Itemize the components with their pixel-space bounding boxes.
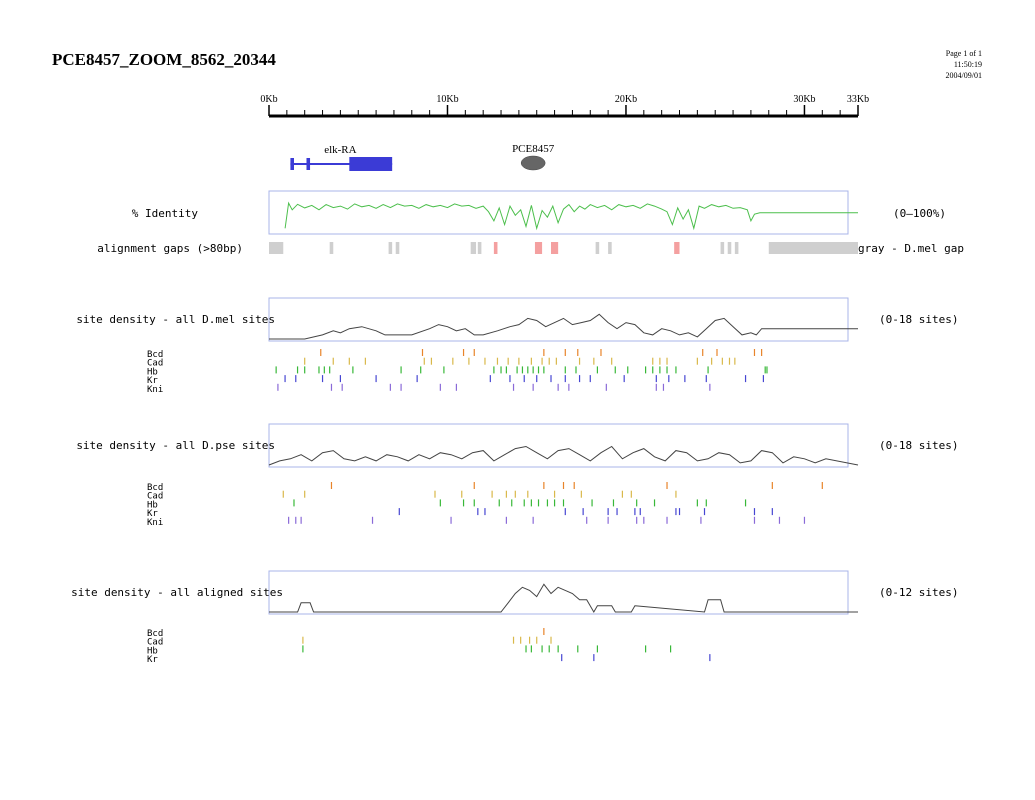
site-row-label: Cad: [147, 492, 163, 502]
track-panel-frame: [268, 297, 849, 342]
gap-segment: [608, 242, 612, 254]
gap-segment: [395, 242, 400, 254]
density-range-label: (0-12 sites): [879, 586, 958, 599]
site-density-tracks: site density - all D.mel sites (0-18 site…: [71, 297, 958, 665]
density-line: [269, 313, 858, 340]
density-track-label: site density - all D.pse sites: [76, 439, 275, 452]
site-row-label: Kr: [147, 376, 158, 386]
density-range-label: (0-18 sites): [879, 313, 958, 326]
ruler-label: 30Kb: [793, 94, 815, 105]
identity-line: [284, 201, 858, 231]
site-row-label: Cad: [147, 638, 163, 648]
gap-segment: [734, 242, 739, 254]
gap-segment: [493, 242, 498, 254]
site-row-label: Kr: [147, 655, 158, 665]
gap-legend: gray - D.mel gap: [858, 242, 964, 255]
gap-segment: [551, 242, 559, 254]
density-track-label: site density - all D.mel sites: [76, 313, 275, 326]
gap-segment: [329, 242, 334, 254]
density-track: site density - all aligned sites (0-12 si…: [71, 570, 958, 665]
gene-exon: [306, 158, 311, 170]
gap-segment: [534, 242, 543, 254]
density-line: [268, 445, 859, 466]
alignment-gap-track: alignment gaps (>80bp) gray - D.mel gap: [97, 242, 964, 255]
gap-segment: [269, 242, 284, 254]
gene-exon: [290, 158, 294, 170]
identity-track-label: % Identity: [132, 207, 199, 220]
ruler-label: 10Kb: [436, 94, 458, 105]
element-marker: [520, 155, 546, 171]
gap-segment: [768, 242, 858, 254]
site-row-label: Kr: [147, 509, 158, 519]
gap-segment: [674, 242, 680, 254]
density-track: site density - all D.mel sites (0-18 site…: [76, 297, 958, 395]
gap-segment: [388, 242, 393, 254]
density-track-label: site density - all aligned sites: [71, 586, 283, 599]
ruler-label: 0Kb: [260, 94, 277, 105]
site-row-label: Bcd: [147, 629, 163, 639]
kb-ruler: 0Kb 10Kb 20Kb 30Kb 33Kb: [260, 94, 869, 118]
gene-exon: [349, 157, 393, 171]
print-date: 2004/09/01: [946, 71, 982, 80]
track-panel-frame: [268, 423, 849, 468]
site-row-label: Hb: [147, 367, 158, 377]
feature-track: elk-RA PCE8457: [290, 143, 555, 171]
site-row-label: Cad: [147, 359, 163, 369]
element-label: PCE8457: [512, 143, 555, 155]
gap-segment: [727, 242, 732, 254]
density-track: site density - all D.pse sites (0-18 site…: [76, 423, 958, 528]
identity-range-label: (0–100%): [893, 207, 946, 220]
site-row-label: Bcd: [147, 350, 163, 360]
site-row-label: Hb: [147, 646, 158, 656]
site-row-label: Bcd: [147, 483, 163, 493]
page-title: PCE8457_ZOOM_8562_20344: [52, 50, 276, 69]
gap-segment: [470, 242, 477, 254]
page-number: Page 1 of 1: [946, 49, 982, 58]
density-range-label: (0-18 sites): [879, 439, 958, 452]
gap-track-label: alignment gaps (>80bp): [97, 242, 243, 255]
identity-track: % Identity (0–100%): [132, 190, 946, 235]
gap-segment: [720, 242, 725, 254]
site-row-label: Kni: [147, 518, 163, 528]
gap-segment: [595, 242, 600, 254]
gap-segment: [477, 242, 482, 254]
gene-label: elk-RA: [324, 144, 356, 156]
print-time: 11:50:19: [954, 60, 982, 69]
ruler-label: 20Kb: [615, 94, 637, 105]
track-panel-frame: [268, 570, 849, 615]
ruler-label: 33Kb: [847, 94, 869, 105]
site-row-label: Kni: [147, 385, 163, 395]
site-row-label: Hb: [147, 500, 158, 510]
density-line: [269, 583, 858, 613]
